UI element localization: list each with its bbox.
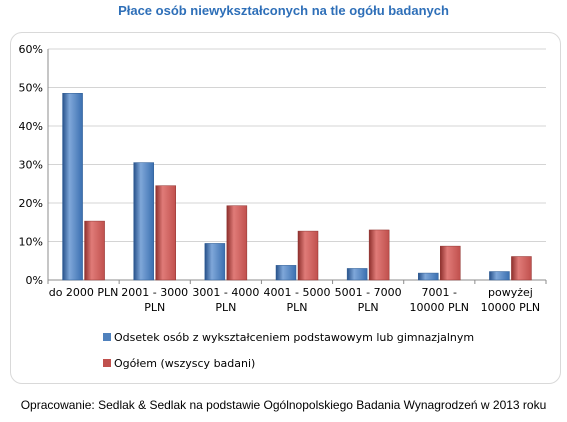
y-tick-label: 60% [19,43,43,56]
x-tick-label: 7001 - [422,286,457,299]
bar-blue [133,162,154,281]
bar-red [155,185,176,281]
bar-blue [204,243,226,281]
x-tick-label: 10000 PLN [410,301,469,314]
bar-red [226,205,248,281]
bar-red [511,256,532,281]
bar-blue [62,93,83,281]
bar-blue [275,265,297,281]
x-tick-label: do 2000 PLN [49,286,119,299]
legend-swatch-red [103,359,111,367]
bar-red [368,229,390,281]
x-tick-label: 5001 - 7000 [335,286,402,299]
x-tick-label: PLN [215,301,236,314]
y-tick-label: 50% [19,82,43,95]
legend-label-series-1: Odsetek osób z wykształceniem podstawowy… [114,331,475,344]
y-tick-label: 40% [19,120,43,133]
bar-red [84,220,105,281]
x-tick-label: 3001 - 4000 [192,286,259,299]
x-tick-label: PLN [287,301,308,314]
bar-red [440,245,461,281]
x-tick-label: 2001 - 3000 [121,286,188,299]
x-tick-label: PLN [358,301,379,314]
x-tick-label: powyżej [488,286,533,299]
y-tick-label: 30% [19,159,43,172]
bar-blue [346,268,368,281]
x-tick-label: PLN [144,301,165,314]
bar-red [297,230,319,281]
bar-blue [489,271,510,281]
x-tick-label: 10000 PLN [481,301,540,314]
y-tick-label: 0% [26,274,43,287]
legend-swatch-blue [103,333,111,341]
y-tick-label: 20% [19,197,43,210]
y-tick-label: 10% [19,236,43,249]
x-tick-label: 4001 - 5000 [264,286,331,299]
bar-blue [418,272,439,281]
legend-label-series-2: Ogółem (wszyscy badani) [114,357,256,370]
legend-item-series-1: Odsetek osób z wykształceniem podstawowy… [103,331,474,344]
source-note: Opracowanie: Sedlak & Sedlak na podstawi… [20,398,547,412]
chart-area [10,32,561,384]
legend-item-series-2: Ogółem (wszyscy badani) [103,357,255,370]
chart-title: Płace osób niewykształconych na tle ogół… [118,3,449,18]
